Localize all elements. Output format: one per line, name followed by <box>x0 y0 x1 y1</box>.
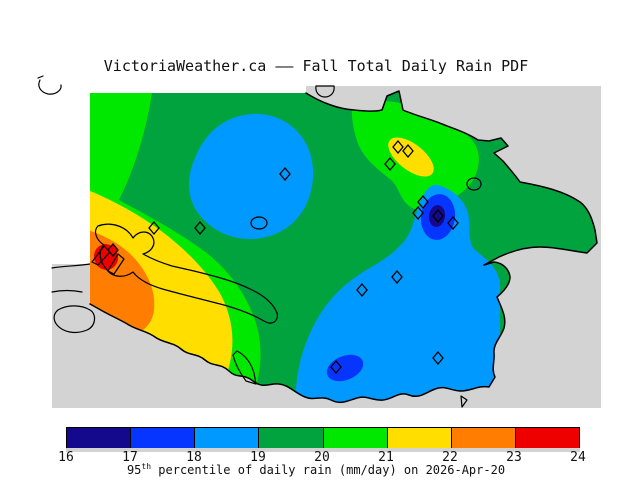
lake-outline-centre <box>250 216 268 230</box>
station-marker <box>392 139 404 155</box>
region-21-22-north-core <box>388 137 434 177</box>
station-marker <box>432 208 444 224</box>
station-marker <box>279 166 291 182</box>
island-outside-frame <box>53 305 96 334</box>
islet-south <box>460 395 468 408</box>
colorbar-tick-label: 24 <box>570 450 586 465</box>
station-marker <box>330 359 342 375</box>
station-marker <box>447 215 459 231</box>
station-marker <box>384 156 396 172</box>
colorbar-tick-label: 17 <box>122 450 138 465</box>
islet-top-edge <box>315 85 335 98</box>
colorbar-segment <box>259 428 324 448</box>
station-marker <box>391 269 403 285</box>
colorbar-caption: 95th percentile of daily rain (mm/day) o… <box>127 462 505 477</box>
colorbar-segment <box>67 428 132 448</box>
colorbar-tick-label: 20 <box>314 450 330 465</box>
station-marker <box>194 220 206 236</box>
colorbar-segment <box>323 428 388 448</box>
colorbar-tick-label: 23 <box>506 450 522 465</box>
colorbar-shadow <box>66 448 580 452</box>
lake-east <box>466 177 482 191</box>
region-18-19-upper-lobe <box>188 113 314 240</box>
colorbar-segment <box>515 428 579 448</box>
colorbar-segment <box>387 428 452 448</box>
station-marker <box>402 143 414 159</box>
colorbar-segment <box>195 428 260 448</box>
highlight-station-marker <box>107 242 119 258</box>
station-marker <box>412 205 424 221</box>
colorbar-ticks: 16 17 18 19 20 21 22 23 24 <box>0 450 640 465</box>
colorbar-tick-label: 19 <box>250 450 266 465</box>
colorbar-tick-label: 18 <box>186 450 202 465</box>
caption-number: 95 <box>126 463 142 477</box>
region-16-17-core <box>428 205 446 227</box>
caption-text: percentile of daily rain (mm/day) on 202… <box>151 463 506 477</box>
station-marker <box>417 194 429 210</box>
caption-ordinal: th <box>141 462 152 471</box>
coastline <box>89 90 598 404</box>
colorbar-tick-label: 16 <box>58 450 74 465</box>
coast-fragment-left-2 <box>51 289 83 293</box>
colorbar-tick-label: 22 <box>442 450 458 465</box>
coast-fragment-left-1 <box>51 263 91 269</box>
station-markers <box>107 139 459 375</box>
harbour-finger-bay-2 <box>107 253 125 275</box>
coast-fragment-topleft-tick <box>37 75 44 79</box>
colorbar-segment <box>451 428 516 448</box>
colorbar-tick-label: 21 <box>378 450 394 465</box>
station-marker <box>356 282 368 298</box>
page-title: VictoriaWeather.ca –– Fall Total Daily R… <box>103 57 529 75</box>
station-marker <box>432 350 444 366</box>
colorbar-segment <box>131 428 196 448</box>
colorbar <box>66 427 580 449</box>
station-marker <box>148 220 160 236</box>
coast-fragment-topleft <box>38 79 62 95</box>
inner-harbour-notch <box>232 350 257 385</box>
